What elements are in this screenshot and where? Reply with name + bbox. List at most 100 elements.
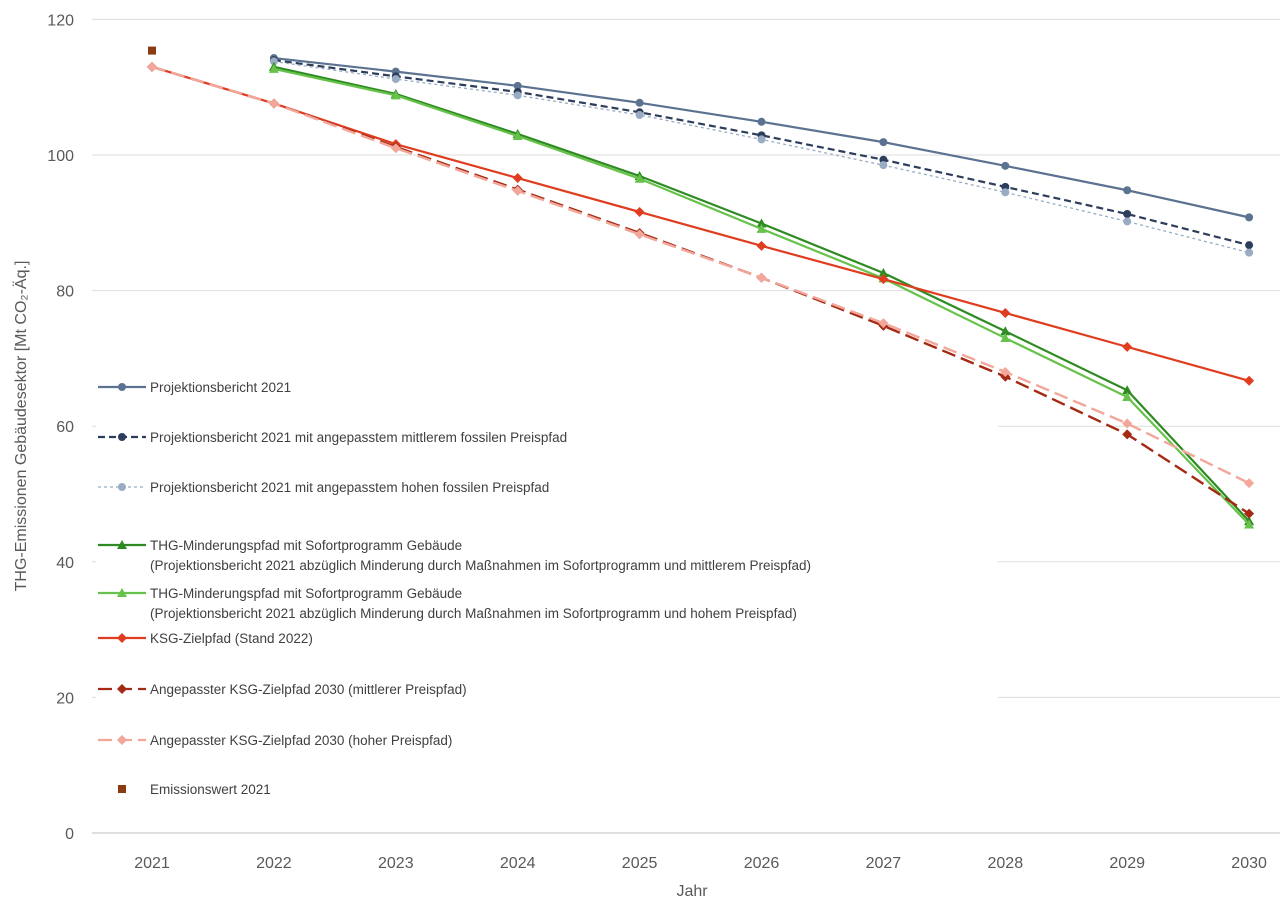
data-point xyxy=(390,90,401,100)
legend-label: THG-Minderungspfad mit Sofortprogramm Ge… xyxy=(150,538,811,573)
data-point xyxy=(1000,307,1011,318)
legend-marker xyxy=(118,433,126,441)
series-9 xyxy=(148,46,156,55)
x-tick-label: 2022 xyxy=(256,855,292,872)
data-point xyxy=(1000,333,1011,343)
legend-marker xyxy=(117,633,127,643)
data-point xyxy=(513,91,522,100)
legend-marker xyxy=(118,785,126,793)
data-point xyxy=(1001,161,1010,170)
series-8 xyxy=(147,61,1255,489)
data-point xyxy=(1000,366,1011,377)
y-tick-label: 60 xyxy=(56,419,74,436)
data-point xyxy=(1245,248,1254,257)
data-point xyxy=(634,229,645,240)
data-point xyxy=(756,272,767,283)
data-point xyxy=(513,81,522,90)
series-3 xyxy=(269,57,1254,257)
x-tick-label: 2021 xyxy=(134,855,170,872)
legend-label: Angepasster KSG-Zielpfad 2030 (mittlerer… xyxy=(150,682,467,697)
data-point xyxy=(512,131,523,141)
data-point xyxy=(756,223,767,233)
data-point xyxy=(878,267,889,277)
legend-label: THG-Minderungspfad mit Sofortprogramm Ge… xyxy=(150,586,797,621)
data-point xyxy=(757,117,766,126)
data-point xyxy=(1000,326,1011,336)
data-point xyxy=(1245,241,1254,250)
data-point xyxy=(756,218,767,228)
legend-background xyxy=(96,372,998,804)
y-tick-labels: 0 20 40 60 80 100 120 xyxy=(47,12,74,843)
series-line xyxy=(151,65,1250,485)
data-point xyxy=(268,63,279,73)
legend-item: Projektionsbericht 2021 mit angepasstem … xyxy=(98,480,549,495)
data-point xyxy=(391,75,400,84)
legend-marker xyxy=(117,684,127,694)
legend-item: KSG-Zielpfad (Stand 2022) xyxy=(98,631,313,646)
x-tick-label: 2027 xyxy=(866,855,902,872)
data-point xyxy=(757,135,766,144)
legend-label: Emissionswert 2021 xyxy=(150,782,271,797)
data-point xyxy=(268,98,279,109)
data-point xyxy=(1244,508,1255,519)
series-group xyxy=(147,46,1255,529)
legend-marker xyxy=(117,540,127,549)
data-point xyxy=(878,274,889,285)
legend-item: THG-Minderungspfad mit Sofortprogramm Ge… xyxy=(98,586,797,621)
y-tick-label: 20 xyxy=(56,690,74,707)
legend-marker xyxy=(118,383,126,391)
y-tick-label: 40 xyxy=(56,555,74,572)
legend-label-line: THG-Minderungspfad mit Sofortprogramm Ge… xyxy=(150,586,462,601)
legend-label-line: (Projektionsbericht 2021 abzüglich Minde… xyxy=(150,606,797,621)
legend-label-line: (Projektionsbericht 2021 abzüglich Minde… xyxy=(150,558,811,573)
legend-label: Projektionsbericht 2021 xyxy=(150,380,291,395)
data-point xyxy=(878,318,889,329)
y-axis-title: THG-Emissionen Gebäudesektor [Mt CO₂-Äq.… xyxy=(12,261,30,592)
data-point xyxy=(879,161,888,170)
legend-label: Angepasster KSG-Zielpfad 2030 (hoher Pre… xyxy=(150,733,452,748)
y-tick-label: 100 xyxy=(47,148,74,165)
data-point xyxy=(1244,478,1255,489)
x-tick-label: 2024 xyxy=(500,855,536,872)
data-point xyxy=(512,185,523,196)
data-point xyxy=(756,240,767,251)
data-point xyxy=(1245,213,1254,222)
data-point xyxy=(1122,385,1133,395)
x-tick-label: 2028 xyxy=(988,855,1024,872)
legend-marker xyxy=(118,483,126,491)
data-point xyxy=(1122,418,1133,429)
data-point xyxy=(148,46,156,55)
series-line xyxy=(151,65,1250,382)
legend-label: Projektionsbericht 2021 mit angepasstem … xyxy=(150,480,549,495)
legend-item: Emissionswert 2021 xyxy=(118,782,271,797)
x-tick-label: 2023 xyxy=(378,855,414,872)
data-point xyxy=(1122,392,1133,402)
data-point xyxy=(1122,341,1133,352)
legend: Projektionsbericht 2021 Projektionsberich… xyxy=(96,372,998,804)
data-point xyxy=(147,61,157,72)
legend-marker xyxy=(117,588,127,597)
data-point xyxy=(1123,217,1132,226)
data-point xyxy=(1001,188,1010,197)
y-tick-label: 0 xyxy=(65,826,74,843)
data-point xyxy=(269,57,278,66)
x-tick-labels: 2021 2022 2023 2024 2025 2026 2027 2028 2029 2030 xyxy=(134,855,1267,872)
data-point xyxy=(1244,519,1255,529)
legend-label-line: THG-Minderungspfad mit Sofortprogramm Ge… xyxy=(150,538,462,553)
data-point xyxy=(1122,429,1133,440)
legend-item: Angepasster KSG-Zielpfad 2030 (mittlerer… xyxy=(98,682,467,697)
data-point xyxy=(1123,186,1132,195)
data-point xyxy=(1244,375,1255,386)
legend-label: Projektionsbericht 2021 mit angepasstem … xyxy=(150,430,567,445)
data-point xyxy=(390,143,401,154)
x-axis-title: Jahr xyxy=(676,883,708,900)
data-point xyxy=(635,110,644,119)
legend-item: Angepasster KSG-Zielpfad 2030 (hoher Pre… xyxy=(98,733,452,748)
x-tick-label: 2026 xyxy=(744,855,780,872)
legend-item: THG-Minderungspfad mit Sofortprogramm Ge… xyxy=(98,538,811,573)
legend-label: KSG-Zielpfad (Stand 2022) xyxy=(150,631,313,646)
data-point xyxy=(635,98,644,107)
data-point xyxy=(879,138,888,147)
x-tick-label: 2029 xyxy=(1109,855,1145,872)
